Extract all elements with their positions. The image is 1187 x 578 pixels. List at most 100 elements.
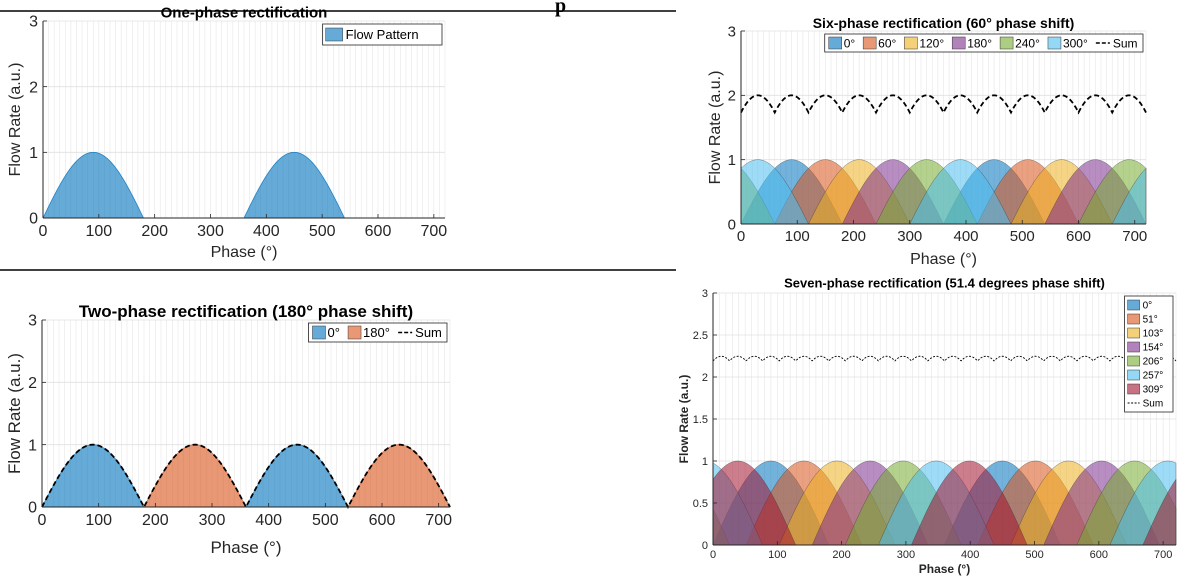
legend-label: 154° xyxy=(1143,343,1164,354)
x-tick-label: 300 xyxy=(897,549,915,561)
x-tick-label: 300 xyxy=(897,228,922,245)
chart-title: Two-phase rectification (180° phase shif… xyxy=(79,302,413,321)
legend: Flow Pattern xyxy=(322,23,443,46)
y-tick-label: 1 xyxy=(28,437,37,454)
x-tick-label: 700 xyxy=(1122,228,1147,245)
legend-label: 257° xyxy=(1143,371,1164,382)
y-axis-label: Flow Rate (a.u.) xyxy=(5,353,24,474)
legend-swatch xyxy=(312,325,326,340)
legend-label: Sum xyxy=(415,325,442,340)
chart-six-phase: 0 100 200 300 400 500 600 700 0 1 2 3 Six-phase rect… xyxy=(707,15,1147,268)
y-tick-label: 1.5 xyxy=(693,414,708,426)
x-tick-label: 300 xyxy=(199,512,226,529)
x-tick-label: 400 xyxy=(953,228,978,245)
legend-label: 206° xyxy=(1143,357,1164,368)
sum-line xyxy=(740,94,1147,115)
y-tick-label: 2 xyxy=(28,375,37,392)
legend-box xyxy=(322,23,443,46)
x-tick-label: 0 xyxy=(710,549,716,561)
y-axis-label: Flow Rate (a.u.) xyxy=(707,71,724,185)
x-tick-label: 100 xyxy=(85,223,112,240)
x-tick-label: 200 xyxy=(841,228,866,245)
y-tick-label: 1 xyxy=(702,456,708,468)
legend-swatch xyxy=(1127,369,1140,381)
header-fragment: p xyxy=(555,0,566,17)
y-tick-label: 2 xyxy=(702,372,708,384)
x-tick-label: 0 xyxy=(38,512,47,529)
legend-swatch xyxy=(1127,355,1140,367)
legend-label: 300° xyxy=(1063,36,1088,50)
x-tick-label: 0 xyxy=(737,228,745,245)
x-tick-label: 700 xyxy=(420,223,447,240)
y-axis-label: Flow Rate (a.u.) xyxy=(7,63,24,177)
x-axis-label: Phase (°) xyxy=(210,538,281,557)
legend-label: 120° xyxy=(919,36,944,50)
y-tick-label: 1 xyxy=(29,145,38,162)
legend-swatch xyxy=(999,36,1014,50)
x-tick-label: 0 xyxy=(39,223,48,240)
legend-swatch xyxy=(325,27,343,42)
x-tick-label: 300 xyxy=(197,223,224,240)
x-tick-label: 600 xyxy=(1090,549,1108,561)
series-areas xyxy=(740,159,1147,225)
legend-label: Sum xyxy=(1143,399,1164,410)
legend-swatch xyxy=(347,325,362,340)
legend-swatch xyxy=(1127,313,1140,325)
x-tick-label: 100 xyxy=(785,228,810,245)
y-tick-label: 3 xyxy=(702,288,708,300)
legend-label: 0° xyxy=(844,36,856,50)
legend-swatch xyxy=(904,36,918,50)
x-axis-label: Phase (°) xyxy=(910,251,977,268)
legend-label: 180° xyxy=(363,325,390,340)
chart-title: Seven-phase rectification (51.4 degrees … xyxy=(784,276,1105,291)
series-areas xyxy=(712,460,1177,546)
y-tick-label: 2 xyxy=(29,79,38,96)
legend-label: 51° xyxy=(1143,315,1158,326)
x-tick-label: 100 xyxy=(85,512,112,529)
y-tick-label: 0.5 xyxy=(693,498,708,510)
x-tick-label: 600 xyxy=(1066,228,1091,245)
y-tick-label: 0 xyxy=(728,216,736,233)
series-area-6 xyxy=(740,159,1147,225)
x-tick-label: 500 xyxy=(309,223,336,240)
legend-label: 60° xyxy=(878,36,896,50)
legend-swatch xyxy=(1127,341,1140,353)
y-axis-label: Flow Rate (a.u.) xyxy=(677,375,691,464)
legend-swatch xyxy=(1127,327,1140,339)
x-tick-label: 400 xyxy=(255,512,282,529)
legend-label: 240° xyxy=(1015,36,1040,50)
legend: 0° 180° Sum xyxy=(308,322,448,343)
x-tick-label: 100 xyxy=(768,549,786,561)
x-tick-label: 400 xyxy=(253,223,280,240)
legend-swatch xyxy=(862,36,877,50)
y-tick-label: 3 xyxy=(728,23,736,40)
y-tick-label: 3 xyxy=(29,14,38,31)
legend: 0° 51° 103° 154° 206° 257° 309° Sum xyxy=(1124,295,1174,413)
legend-swatch xyxy=(951,36,966,50)
x-axis-label: Phase (°) xyxy=(919,562,970,576)
legend-swatch xyxy=(1127,383,1140,395)
legend-label: Sum xyxy=(1113,36,1138,50)
chart-two-phase: 0 100 200 300 400 500 600 700 0 1 2 3 Two-phase rect… xyxy=(5,302,452,557)
legend-label: 0° xyxy=(1143,301,1153,312)
legend-label: 309° xyxy=(1143,385,1164,396)
y-tick-label: 0 xyxy=(702,540,708,552)
legend: 0° 60° 120° 180° 240° 300° Sum xyxy=(824,33,1144,53)
x-tick-label: 200 xyxy=(141,223,168,240)
series-area-7 xyxy=(712,460,1177,546)
legend-swatch xyxy=(828,36,842,50)
legend-swatch xyxy=(1127,299,1140,311)
x-tick-label: 700 xyxy=(425,512,452,529)
x-tick-label: 200 xyxy=(832,549,850,561)
sum-line xyxy=(41,443,451,509)
legend-swatch xyxy=(1047,36,1062,50)
y-tick-label: 3 xyxy=(28,313,37,330)
x-tick-label: 400 xyxy=(961,549,979,561)
legend-label: 103° xyxy=(1143,329,1164,340)
x-tick-label: 600 xyxy=(365,223,392,240)
chart-one-phase: 0 100 200 300 400 500 600 700 0 1 2 3 One-phase rect… xyxy=(7,4,447,261)
chart-seven-phase: 0 100 200 300 400 500 600 700 0 0.5 1 1.5 2 2.5 3 Seven… xyxy=(677,276,1177,576)
x-axis-label: Phase (°) xyxy=(211,244,278,261)
y-tick-label: 0 xyxy=(29,211,38,228)
